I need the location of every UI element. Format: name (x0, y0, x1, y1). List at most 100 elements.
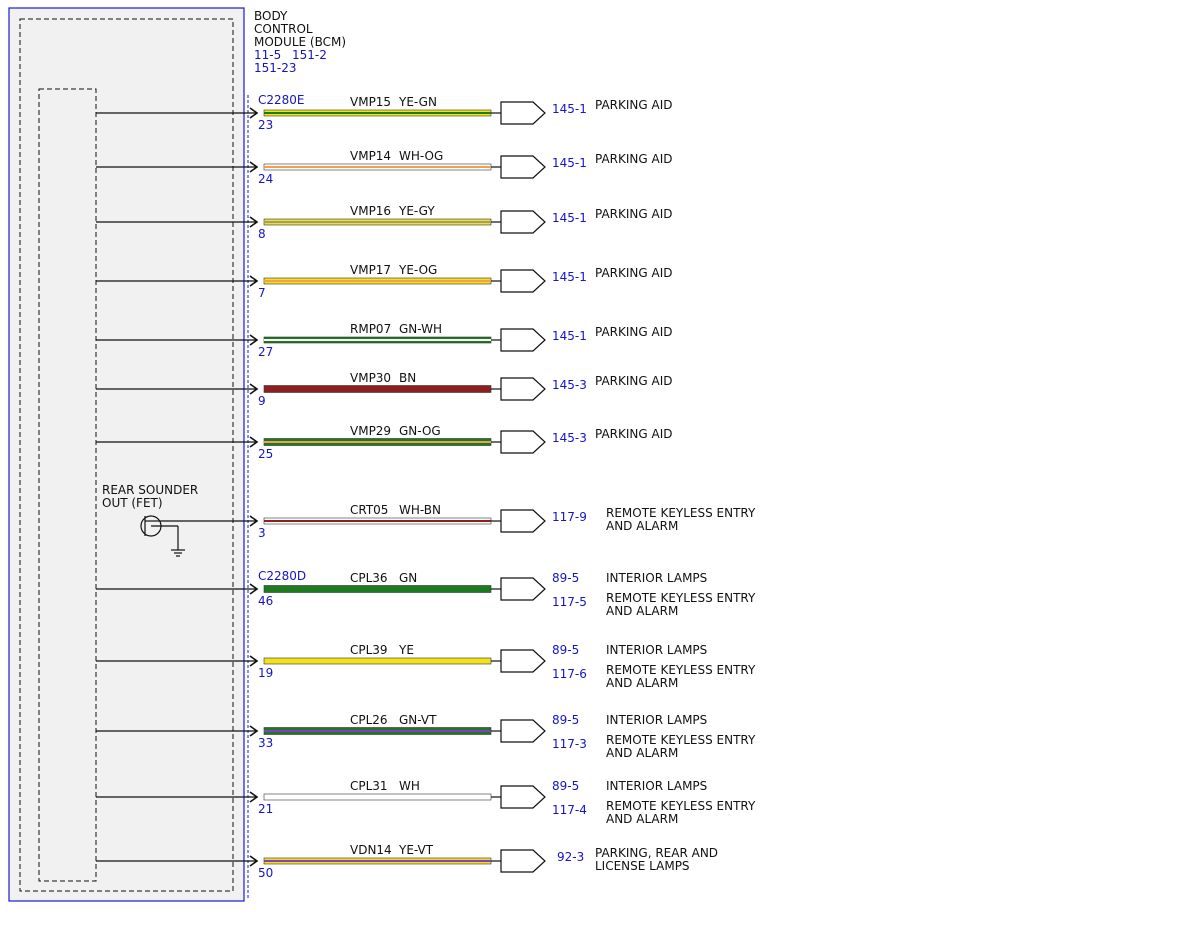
wire[interactable] (263, 585, 492, 593)
connector-flag-icon[interactable] (500, 577, 546, 601)
wire-stripe (264, 339, 491, 341)
page-ref-link[interactable]: 89-5 (552, 713, 579, 727)
fet-transistor-icon (140, 515, 179, 550)
wire[interactable] (263, 277, 492, 285)
page-ref-link[interactable]: 145-3 (552, 431, 587, 445)
pin-arrow-icon (249, 583, 259, 595)
connector-flag-icon[interactable] (500, 269, 546, 293)
wire-color-code: YE-GY (398, 204, 435, 218)
module-ref-3[interactable]: 151-23 (254, 61, 297, 75)
wire-color-code: GN-VT (399, 713, 437, 727)
wire[interactable] (263, 857, 492, 865)
pin-number: 33 (258, 736, 273, 750)
wire[interactable] (263, 218, 492, 226)
page-ref-link[interactable]: 117-3 (552, 737, 587, 751)
page-ref-link[interactable]: 117-9 (552, 510, 587, 524)
destination-label: LICENSE LAMPS (595, 859, 690, 873)
circuit-id: CRT05 (350, 503, 388, 517)
wire-body (263, 385, 492, 393)
connector-flag-icon[interactable] (500, 849, 546, 873)
page-ref-link[interactable]: 145-1 (552, 270, 587, 284)
wire[interactable] (263, 163, 492, 171)
wire-color-code: BN (399, 371, 416, 385)
page-ref-link[interactable]: 89-5 (552, 643, 579, 657)
destination-label: PARKING AID (595, 374, 673, 388)
destination-label: AND ALARM (606, 812, 678, 826)
circuit-id: VMP17 (350, 263, 391, 277)
wire[interactable] (263, 517, 492, 525)
wire-row: 23 VMP15 YE-GN 145-1 PARKING AID (96, 95, 673, 132)
connector-flag-icon[interactable] (500, 210, 546, 234)
wire[interactable] (263, 657, 492, 665)
page-ref-link[interactable]: 145-1 (552, 102, 587, 116)
page-ref-link[interactable]: 117-6 (552, 667, 587, 681)
wire-color-code: GN-WH (399, 322, 442, 336)
pin-arrow-icon (249, 161, 259, 173)
wire-color-code: WH-OG (399, 149, 443, 163)
pin-number: 8 (258, 227, 266, 241)
wire-stripe (264, 860, 491, 862)
page-ref-link[interactable]: 145-1 (552, 156, 587, 170)
wire-body (263, 657, 492, 665)
destination-label: REMOTE KEYLESS ENTRY (606, 506, 756, 520)
pin-number: 19 (258, 666, 273, 680)
sounder-label-line-1: REAR SOUNDER (102, 483, 198, 497)
wire[interactable] (263, 109, 492, 117)
page-ref-link[interactable]: 145-1 (552, 211, 587, 225)
destination-label: AND ALARM (606, 676, 678, 690)
page-ref-link[interactable]: 117-4 (552, 803, 587, 817)
page-ref-link[interactable]: 145-1 (552, 329, 587, 343)
wire[interactable] (263, 336, 492, 344)
destination-label: PARKING AID (595, 266, 673, 280)
pin-arrow-icon (249, 436, 259, 448)
pin-arrow-icon (249, 107, 259, 119)
wire-row: 27 RMP07 GN-WH 145-1 PARKING AID (96, 322, 673, 359)
circuit-id: CPL36 (350, 571, 388, 585)
wire[interactable] (263, 727, 492, 735)
module-bus-dashed (38, 88, 97, 882)
destination-label: INTERIOR LAMPS (606, 713, 707, 727)
connector-flag-icon[interactable] (500, 101, 546, 125)
page-ref-link[interactable]: 92-3 (557, 850, 584, 864)
wire-row: 33 CPL26 GN-VT 89-5 INTERIOR LAMPS 117-3 REMOT… (96, 713, 756, 760)
sounder-label-line-2: OUT (FET) (102, 496, 163, 510)
connector-flag-icon[interactable] (500, 719, 546, 743)
destination-label: AND ALARM (606, 746, 678, 760)
pin-number: 7 (258, 286, 266, 300)
page-ref-link[interactable]: 89-5 (552, 779, 579, 793)
wire-row: 9 VMP30 BN 145-3 PARKING AID (96, 371, 673, 408)
connector-flag-icon[interactable] (500, 328, 546, 352)
connector-flag-icon[interactable] (500, 155, 546, 179)
connector-c2280d: C2280D (258, 569, 306, 583)
wire-row: 8 VMP16 YE-GY 145-1 PARKING AID (96, 204, 673, 241)
circuit-id: CPL26 (350, 713, 388, 727)
page-ref-link[interactable]: 117-5 (552, 595, 587, 609)
connector-flag-icon[interactable] (500, 430, 546, 454)
module-ref-1[interactable]: 11-5 (254, 48, 281, 62)
connector-flag-icon[interactable] (500, 785, 546, 809)
connector-flag-icon[interactable] (500, 509, 546, 533)
wire-body (263, 793, 492, 801)
page-ref-link[interactable]: 145-3 (552, 378, 587, 392)
destination-label: REMOTE KEYLESS ENTRY (606, 663, 756, 677)
connector-flag-icon[interactable] (500, 649, 546, 673)
destination-label: PARKING AID (595, 325, 673, 339)
pin-number: 25 (258, 447, 273, 461)
pin-arrow-icon (249, 334, 259, 346)
pin-number: 9 (258, 394, 266, 408)
wire-row: 46 CPL36 GN 89-5 INTERIOR LAMPS 117-5 REMOTE K… (96, 571, 756, 618)
wire-stripe (264, 221, 491, 223)
wire[interactable] (263, 385, 492, 393)
wire[interactable] (263, 793, 492, 801)
pin-arrow-icon (249, 275, 259, 287)
pin-number: 50 (258, 866, 273, 880)
destination-label: AND ALARM (606, 519, 678, 533)
wire[interactable] (263, 438, 492, 446)
destination-label: PARKING AID (595, 427, 673, 441)
module-ref-2[interactable]: 151-2 (292, 48, 327, 62)
wire-color-code: YE-OG (398, 263, 437, 277)
page-ref-link[interactable]: 89-5 (552, 571, 579, 585)
destination-label: PARKING AID (595, 98, 673, 112)
connector-flag-icon[interactable] (500, 377, 546, 401)
pin-number: 46 (258, 594, 273, 608)
